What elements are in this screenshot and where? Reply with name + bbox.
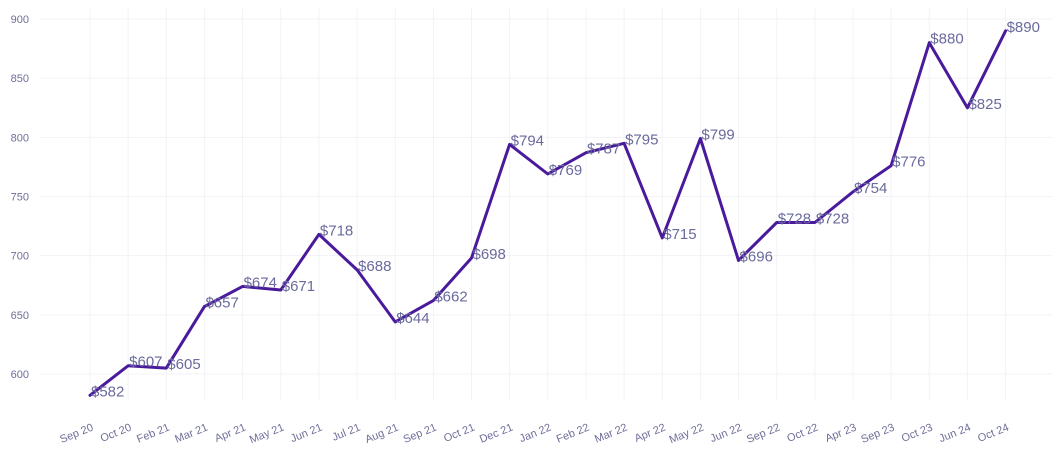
data-label: $715 xyxy=(663,226,696,243)
series-line xyxy=(88,29,1008,397)
data-label: $728 xyxy=(816,211,849,228)
data-label: $696 xyxy=(740,248,773,265)
series-area xyxy=(88,29,1008,397)
data-label: $880 xyxy=(930,31,963,48)
x-tick-label: Apr 21 xyxy=(213,422,248,445)
x-tick-label: May 21 xyxy=(248,422,286,447)
x-tick-label: Jun 22 xyxy=(709,422,744,445)
x-tick-label: Mar 22 xyxy=(593,422,629,446)
data-label: $776 xyxy=(892,154,925,171)
y-tick-label: 900 xyxy=(11,14,29,26)
data-label: $728 xyxy=(778,211,811,228)
x-tick-label: Jan 22 xyxy=(518,422,553,445)
data-label: $644 xyxy=(396,310,429,327)
data-label: $890 xyxy=(1007,19,1040,36)
y-tick-label: 700 xyxy=(11,251,29,263)
y-tick-label: 850 xyxy=(11,73,29,85)
data-label: $754 xyxy=(854,180,887,197)
data-label: $769 xyxy=(549,162,582,179)
x-tick-label: Oct 22 xyxy=(785,422,820,445)
x-tick-label: Dec 21 xyxy=(478,422,515,446)
y-tick-label: 650 xyxy=(11,310,29,322)
x-tick-label: Feb 22 xyxy=(555,422,591,446)
data-label: $794 xyxy=(511,132,544,149)
x-tick-label: Sep 22 xyxy=(745,422,782,446)
data-label: $671 xyxy=(282,278,315,295)
x-tick-label: Sep 21 xyxy=(402,422,439,446)
x-tick-label: Apr 22 xyxy=(633,422,668,445)
y-tick-label: 800 xyxy=(11,132,29,144)
data-label: $825 xyxy=(968,96,1001,113)
data-label: $607 xyxy=(129,354,162,371)
x-tick-label: Apr 23 xyxy=(824,422,859,445)
data-label: $799 xyxy=(701,127,734,144)
data-label: $718 xyxy=(320,222,353,239)
y-tick-label: 600 xyxy=(11,369,29,381)
data-label: $698 xyxy=(473,246,506,263)
data-label: $582 xyxy=(91,383,124,400)
x-tick-label: Oct 23 xyxy=(900,422,935,445)
x-tick-label: Sep 23 xyxy=(859,422,896,446)
x-tick-label: Sep 20 xyxy=(58,422,95,446)
x-axis: Sep 20 Oct 20 Feb 21 Mar 21 Apr 21 May 21 Jun … xyxy=(58,422,1010,447)
x-tick-label: Oct 24 xyxy=(976,422,1011,445)
x-tick-label: Feb 21 xyxy=(135,422,171,446)
data-labels: $582 $607 $605 $657 $674 $671 $718 $688 $644 $662… xyxy=(91,19,1040,400)
data-label: $657 xyxy=(205,295,238,312)
x-tick-label: Jul 21 xyxy=(330,422,362,444)
data-label: $662 xyxy=(434,289,467,306)
x-tick-label: Oct 21 xyxy=(442,422,477,445)
x-tick-label: May 22 xyxy=(668,422,706,447)
x-tick-label: Aug 21 xyxy=(363,422,400,446)
x-tick-label: Mar 21 xyxy=(173,422,209,446)
data-label: $605 xyxy=(167,356,200,373)
data-label: $787 xyxy=(587,141,620,158)
data-label: $688 xyxy=(358,258,391,275)
data-label: $795 xyxy=(625,131,658,148)
y-axis: 600 650 700 750 800 850 900 xyxy=(11,14,29,381)
data-label: $674 xyxy=(244,274,277,291)
x-tick-label: Jun 24 xyxy=(937,422,972,445)
x-tick-label: Jun 21 xyxy=(289,422,324,445)
y-tick-label: 750 xyxy=(11,192,29,204)
x-tick-label: Oct 20 xyxy=(99,422,134,445)
grid-lines xyxy=(40,8,1052,400)
